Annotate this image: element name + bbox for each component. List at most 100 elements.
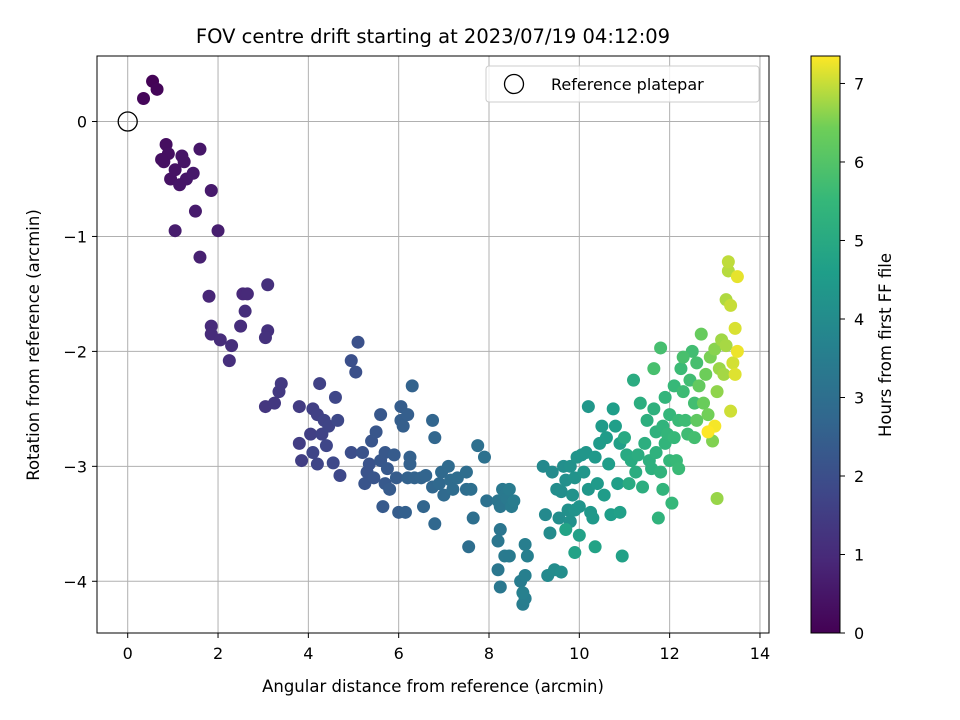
data-point [446,482,460,496]
colorbar-tick-label: 6 [854,153,864,172]
data-point [710,492,724,506]
data-point [319,439,333,453]
data-point [730,270,744,284]
data-point [477,450,491,464]
data-point [667,431,681,445]
data-point [225,339,239,353]
data-point [692,379,706,393]
data-point [491,534,505,548]
x-tick-label: 10 [569,644,589,663]
colorbar-tick-label: 0 [854,624,864,643]
colorbar-tick-label: 1 [854,545,864,564]
data-point [640,413,654,427]
data-point [543,526,557,540]
data-point [258,331,272,345]
data-point [654,341,668,355]
data-point [310,457,324,471]
data-point [502,549,516,563]
data-point [636,480,650,494]
data-point [611,477,625,491]
data-point [730,344,744,358]
data-point [566,488,580,502]
data-point [261,278,275,292]
data-point [471,439,485,453]
data-point [678,413,692,427]
data-point [369,425,383,439]
data-point [710,385,724,399]
data-point [188,204,202,218]
data-point [204,183,218,197]
data-point [554,565,568,579]
data-point [538,508,552,522]
data-point [213,333,227,347]
y-tick-label: 0 [77,113,87,132]
data-point [622,477,636,491]
data-point [572,528,586,542]
legend-box [485,65,760,103]
data-point [428,517,442,531]
x-tick-label: 4 [303,644,313,663]
data-point [333,469,347,483]
data-point [554,485,568,499]
data-point [177,155,191,169]
data-point [690,413,704,427]
data-point [672,462,686,476]
data-point [694,327,708,341]
chart-title: FOV centre drift starting at 2023/07/19 … [196,25,670,48]
data-point [306,446,320,460]
data-point [376,500,390,514]
data-point [137,92,151,106]
data-point [581,400,595,414]
colorbar-tick-label: 2 [854,467,864,486]
data-point [708,342,722,356]
data-point [480,494,494,508]
data-point [577,465,591,479]
data-point [676,350,690,364]
data-point [234,319,248,333]
data-point [633,396,647,410]
data-point [326,456,340,470]
data-point [719,339,733,353]
data-point [267,396,281,410]
data-point [313,377,327,391]
data-point [638,436,652,450]
data-point [597,488,611,502]
data-point [362,457,376,471]
data-point [631,448,645,462]
data-point [292,436,306,450]
colorbar-axis: 0 1 2 3 4 5 6 7 [840,74,864,643]
data-point [493,580,507,594]
data-point [699,367,713,381]
data-point [588,540,602,554]
data-point [651,511,665,525]
data-point [491,563,505,577]
data-point [687,431,701,445]
data-point [432,477,446,491]
data-point [401,408,415,422]
data-point [202,289,216,303]
data-point [516,586,530,600]
x-tick-label: 12 [659,644,679,663]
data-point [559,523,573,537]
data-point [615,549,629,563]
data-point [687,396,701,410]
data-point [168,163,182,177]
colorbar: 0 1 2 3 4 5 6 7 Hours from first FF file [810,55,895,643]
data-point [356,446,370,460]
data-point [647,362,661,376]
data-point [629,465,643,479]
data-point [383,482,397,496]
data-point [441,459,455,473]
data-point [568,546,582,560]
data-point [613,505,627,519]
colorbar-gradient [810,55,841,634]
colorbar-tick-label: 4 [854,310,864,329]
data-point [627,373,641,387]
data-point [374,408,388,422]
data-point [649,446,663,460]
data-point [595,419,609,433]
data-point [724,404,738,418]
data-point [193,142,207,156]
legend-label: Reference platepar [551,75,704,94]
